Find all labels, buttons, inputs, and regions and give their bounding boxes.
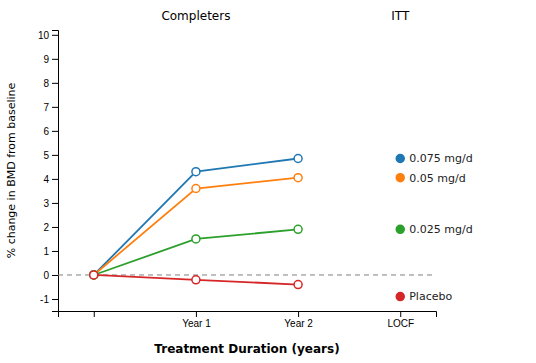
x-tick-label: LOCF	[387, 318, 414, 329]
y-tick: 4	[43, 174, 58, 185]
y-tick: 6	[43, 126, 58, 137]
chart: -1 0 1 2 3 4 5 6 7 8 9 10 Year 1 Year 2 LOCF 0.075 mg/d…	[0, 0, 536, 363]
point	[192, 276, 200, 284]
y-tick: 2	[43, 222, 58, 233]
point	[90, 271, 98, 279]
y-tick-mark	[52, 35, 58, 36]
point	[396, 225, 404, 233]
point	[294, 225, 302, 233]
y-tick-label: 0	[43, 270, 49, 281]
x-tick-mark	[196, 311, 197, 317]
y-tick-label: 3	[43, 198, 49, 209]
line	[94, 275, 298, 285]
point	[396, 154, 404, 162]
x-tick: Year 2	[284, 311, 313, 329]
x-axis: Year 1 Year 2 LOCF	[59, 311, 437, 329]
y-tick-label: 10	[38, 30, 50, 41]
line	[94, 229, 298, 275]
annotation: ITT	[391, 9, 410, 23]
x-tick: Year 1	[182, 311, 211, 329]
y-axis-title: % change in BMD from baseline	[5, 82, 18, 258]
x-tick-mark	[94, 311, 95, 317]
y-tick-mark	[52, 275, 58, 276]
line	[94, 158, 298, 274]
y-tick-mark	[52, 131, 58, 132]
series	[396, 293, 404, 301]
y-tick-label: 2	[43, 222, 49, 233]
x-tick-label: Year 2	[284, 318, 313, 329]
point	[396, 293, 404, 301]
series	[90, 225, 302, 279]
point	[294, 281, 302, 289]
series	[396, 225, 404, 233]
series	[396, 174, 404, 182]
y-tick-label: 5	[43, 150, 49, 161]
y-tick: 5	[43, 150, 58, 161]
y-tick-label: 1	[43, 246, 49, 257]
y-tick-label: -1	[40, 294, 49, 305]
annotations: Completers ITT	[161, 9, 409, 23]
point	[192, 168, 200, 176]
y-tick-mark	[52, 155, 58, 156]
y-tick: 7	[43, 102, 58, 113]
legend-label: 0.05 mg/d	[409, 172, 465, 185]
series	[90, 154, 302, 278]
y-tick: 0	[43, 270, 58, 281]
x-tick: LOCF	[387, 311, 414, 329]
y-tick-mark	[52, 83, 58, 84]
point	[294, 174, 302, 182]
y-tick-label: 9	[43, 54, 49, 65]
plot: -1 0 1 2 3 4 5 6 7 8 9 10 Year 1 Year 2 LOCF 0.075 mg/d…	[38, 9, 473, 329]
series	[90, 271, 302, 289]
x-axis-line	[59, 312, 437, 318]
x-tick-mark	[400, 311, 401, 317]
y-tick: 8	[43, 78, 58, 89]
y-tick: -1	[40, 294, 58, 305]
point	[396, 174, 404, 182]
point	[90, 271, 98, 279]
line	[94, 178, 298, 275]
y-tick-mark	[52, 227, 58, 228]
y-tick-mark	[52, 179, 58, 180]
x-tick-mark	[298, 311, 299, 317]
y-tick-mark	[52, 203, 58, 204]
series	[396, 154, 404, 162]
y-tick: 9	[43, 54, 58, 65]
x-axis-title: Treatment Duration (years)	[154, 342, 339, 356]
legend: 0.075 mg/d 0.05 mg/d 0.025 mg/d Placebo	[409, 152, 472, 303]
y-axis: -1 0 1 2 3 4 5 6 7 8 9 10	[38, 30, 59, 312]
x-tick	[94, 311, 95, 317]
marks	[58, 154, 436, 300]
x-tick-label: Year 1	[182, 318, 211, 329]
y-tick: 1	[43, 246, 58, 257]
y-tick-mark	[52, 107, 58, 108]
y-tick-label: 7	[43, 102, 49, 113]
y-axis-line	[52, 31, 59, 312]
legend-label: 0.025 mg/d	[409, 223, 472, 236]
y-tick-mark	[52, 251, 58, 252]
point	[294, 154, 302, 162]
series	[90, 174, 302, 279]
y-tick-label: 6	[43, 126, 49, 137]
point	[192, 185, 200, 193]
point	[90, 271, 98, 279]
legend-label: 0.075 mg/d	[409, 152, 472, 165]
annotation: Completers	[161, 9, 230, 23]
y-tick: 3	[43, 198, 58, 209]
point	[90, 271, 98, 279]
y-tick-label: 8	[43, 78, 49, 89]
y-tick: 10	[38, 30, 58, 41]
y-tick-mark	[52, 299, 58, 300]
legend-label: Placebo	[409, 290, 452, 303]
point	[192, 235, 200, 243]
y-tick-label: 4	[43, 174, 49, 185]
y-tick-mark	[52, 59, 58, 60]
